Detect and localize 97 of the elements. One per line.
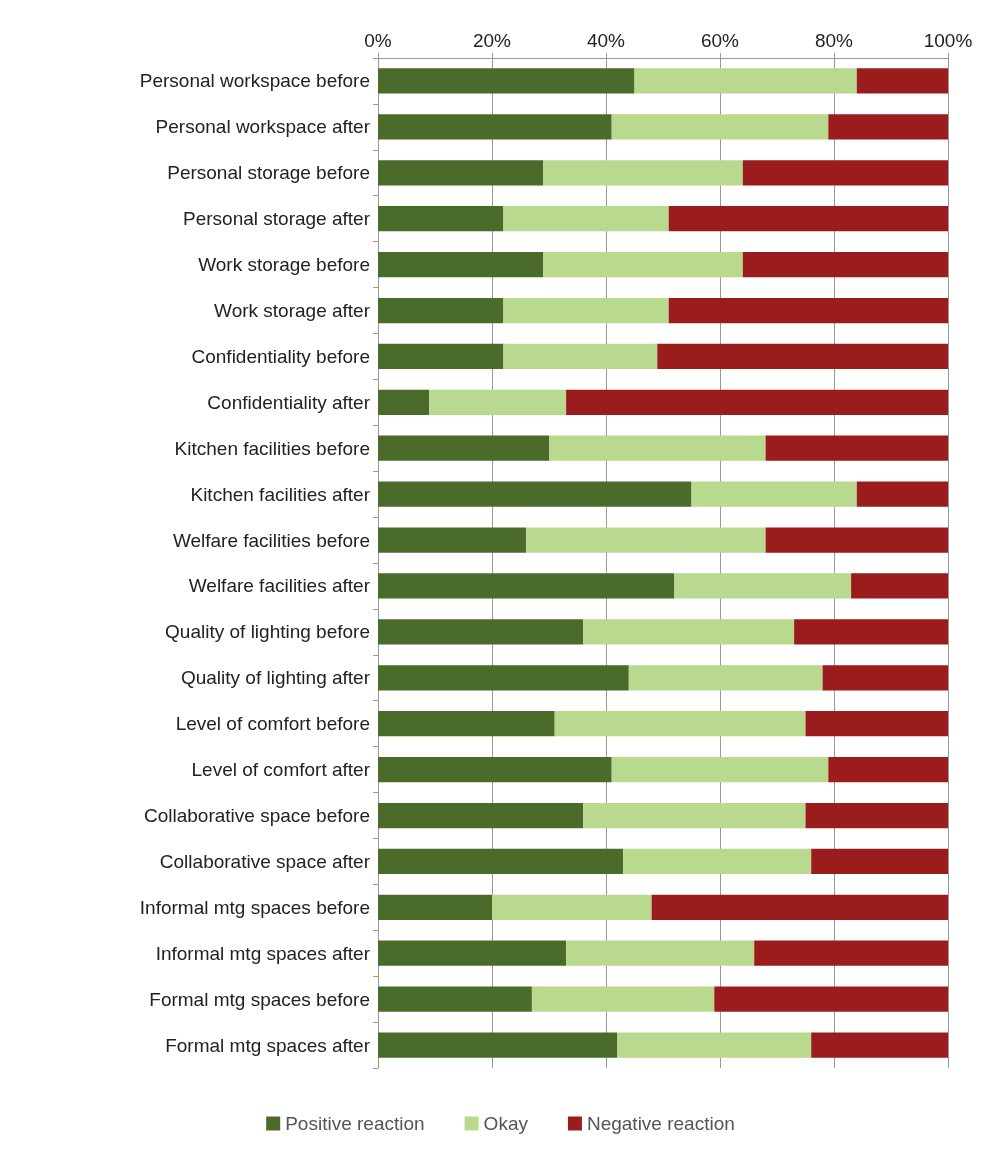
y-tick-label: Confidentiality after xyxy=(207,391,371,413)
bar xyxy=(691,481,857,507)
bar xyxy=(822,665,948,691)
bar xyxy=(805,802,948,829)
bar xyxy=(554,711,806,737)
x-tick-label: 60% xyxy=(700,30,740,51)
y-tick-label: Collaborative space after xyxy=(159,850,371,872)
bar xyxy=(617,1032,812,1058)
x-tick-label: 100% xyxy=(923,30,973,51)
bar xyxy=(811,1032,948,1058)
x-tick-label: 40% xyxy=(586,30,626,51)
y-tick-label: Informal mtg spaces before xyxy=(139,896,370,918)
bar xyxy=(856,481,948,507)
bar xyxy=(503,206,669,232)
y-tick-label: Personal workspace before xyxy=(139,70,370,92)
bar xyxy=(805,711,948,737)
x-tick-label: 0% xyxy=(364,30,392,51)
bar xyxy=(583,619,795,645)
bar xyxy=(378,68,635,94)
bar xyxy=(378,802,584,829)
y-tick-label: Personal storage before xyxy=(167,162,370,184)
bar xyxy=(765,435,948,461)
bar xyxy=(378,848,624,875)
bar xyxy=(378,389,430,415)
legend-label: Okay xyxy=(483,1113,529,1134)
bar xyxy=(503,343,658,370)
bar xyxy=(714,986,948,1012)
bar xyxy=(754,940,948,966)
bar xyxy=(611,114,829,140)
legend-label: Negative reaction xyxy=(586,1113,735,1134)
bar xyxy=(811,848,948,875)
bar xyxy=(378,206,504,232)
y-tick-label: Collaborative space before xyxy=(143,805,370,826)
bar xyxy=(794,619,948,645)
bar xyxy=(378,114,612,140)
bar xyxy=(828,114,948,140)
y-tick-label: Work storage after xyxy=(214,300,371,321)
bar xyxy=(765,527,948,553)
bar xyxy=(566,940,755,966)
bar xyxy=(378,756,612,783)
legend-label: Positive reaction xyxy=(285,1113,425,1134)
bar xyxy=(429,389,567,415)
bar xyxy=(378,160,544,186)
y-tick-label: Confidentiality before xyxy=(191,345,370,367)
bar xyxy=(543,251,743,278)
bar xyxy=(668,297,948,324)
bar xyxy=(742,251,948,278)
bar xyxy=(378,986,532,1012)
x-tick-label: 20% xyxy=(472,30,512,51)
bar xyxy=(378,711,555,737)
y-tick-label: Quality of lighting after xyxy=(180,667,371,689)
bar xyxy=(378,940,567,966)
bar xyxy=(668,206,948,232)
bar xyxy=(526,527,766,553)
y-tick-label: Welfare facilities after xyxy=(188,575,371,597)
y-tick-label: Informal mtg spaces after xyxy=(155,942,371,964)
y-tick-label: Personal storage after xyxy=(183,208,371,230)
bar xyxy=(583,802,806,829)
bar xyxy=(378,619,584,645)
y-tick-label: Level of comfort after xyxy=(191,759,371,781)
y-tick-label: Kitchen facilities before xyxy=(174,437,370,459)
bar xyxy=(651,894,948,920)
bar xyxy=(828,756,948,783)
bar xyxy=(674,573,852,599)
bar xyxy=(566,389,948,415)
bar xyxy=(378,343,504,370)
y-tick-label: Quality of lighting before xyxy=(165,621,370,643)
bar xyxy=(531,986,715,1012)
bar xyxy=(623,848,812,875)
y-tick-label: Personal workspace after xyxy=(155,116,371,138)
y-tick-label: Formal mtg spaces after xyxy=(165,1034,371,1056)
bar xyxy=(503,297,669,324)
bar xyxy=(378,435,549,461)
bar xyxy=(851,573,948,599)
bar xyxy=(611,756,829,783)
bar xyxy=(378,894,492,920)
y-tick-label: Welfare facilities before xyxy=(172,529,370,551)
y-tick-label: Kitchen facilities after xyxy=(190,483,371,505)
bar xyxy=(378,665,629,691)
bar xyxy=(856,68,948,94)
bar xyxy=(742,160,948,186)
y-tick-label: Level of comfort before xyxy=(175,713,370,735)
bar xyxy=(549,435,766,461)
bar xyxy=(378,1032,618,1058)
bar xyxy=(543,160,743,186)
bar xyxy=(657,343,948,370)
bar xyxy=(378,297,504,324)
y-tick-label: Formal mtg spaces before xyxy=(149,988,370,1010)
bar xyxy=(378,251,544,278)
y-tick-label: Work storage before xyxy=(198,254,370,276)
bar xyxy=(378,573,675,599)
bar xyxy=(378,481,692,507)
bar xyxy=(492,894,652,920)
bar xyxy=(628,665,823,691)
bar xyxy=(378,527,527,553)
bar xyxy=(634,68,857,94)
x-tick-label: 80% xyxy=(814,30,854,51)
